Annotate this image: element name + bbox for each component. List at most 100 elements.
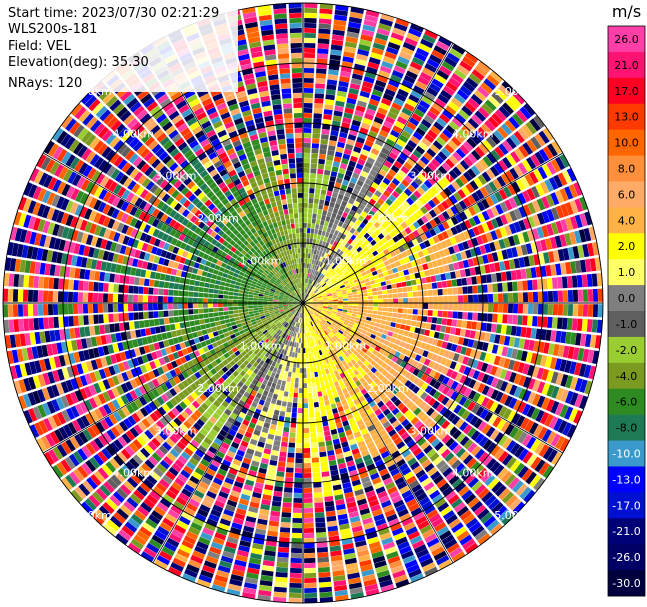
velocity-gate [337,209,344,216]
velocity-gate [409,273,416,280]
velocity-gate [277,546,290,553]
velocity-gate [316,277,321,283]
velocity-gate [307,268,311,274]
velocity-gate [306,372,311,378]
velocity-gate [310,269,314,275]
velocity-gate [486,208,495,219]
velocity-gate [312,213,317,219]
velocity-gate [378,23,392,32]
velocity-gate [533,115,545,129]
velocity-gate [307,284,311,289]
velocity-gate [291,537,302,543]
velocity-gate [320,290,326,294]
velocity-gate [285,381,291,387]
velocity-gate [495,203,504,215]
velocity-gate [304,288,307,294]
velocity-gate [474,146,485,158]
velocity-gate [509,95,522,108]
velocity-gate [424,202,433,212]
velocity-gate [323,430,331,437]
velocity-gate [527,303,533,315]
velocity-gate [464,121,476,133]
velocity-gate [477,174,487,186]
velocity-gate [303,522,314,528]
velocity-gate [310,442,318,448]
velocity-gate [367,228,374,236]
velocity-gate [505,271,512,281]
velocity-gate [355,105,366,113]
velocity-gate [485,196,495,207]
velocity-gate [324,288,330,292]
velocity-gate [377,185,385,194]
velocity-gate [363,299,368,303]
velocity-gate [304,3,318,9]
velocity-gate [331,39,344,46]
velocity-gate [317,48,329,55]
velocity-gate [364,71,377,79]
velocity-gate [306,357,310,363]
velocity-gate [535,183,545,197]
velocity-gate [387,269,394,275]
velocity-gate [389,37,403,46]
velocity-gate [383,120,394,129]
velocity-gate [392,288,398,294]
velocity-gate [458,303,463,311]
velocity-gate [402,287,408,293]
velocity-gate [286,376,291,382]
velocity-gate [434,98,447,109]
velocity-gate [470,134,481,145]
velocity-gate [412,221,421,229]
velocity-gate [437,213,446,223]
velocity-gate [490,323,497,333]
velocity-gate [269,387,275,394]
velocity-gate [437,233,445,242]
velocity-gate [372,291,378,296]
velocity-gate [309,268,312,274]
velocity-gate [312,123,322,129]
velocity-gate [440,147,451,158]
velocity-gate [409,193,418,203]
velocity-gate [433,296,438,303]
velocity-gate [317,163,325,170]
velocity-gate [383,142,393,151]
velocity-gate [520,326,527,338]
velocity-gate [442,109,454,120]
velocity-gate [317,278,322,284]
velocity-gate [505,325,512,335]
velocity-gate [401,251,408,258]
velocity-gate [389,250,397,258]
velocity-gate [416,209,424,218]
velocity-gate [419,71,433,82]
velocity-gate [303,263,305,268]
velocity-gate [324,286,329,291]
velocity-gate [291,412,297,418]
velocity-gate [466,137,477,149]
velocity-gate [311,294,316,298]
velocity-gate [374,229,381,236]
velocity-gate [482,313,488,322]
velocity-gate [314,497,324,503]
velocity-gate [396,156,406,165]
velocity-gate [303,98,313,104]
velocity-gate [377,290,383,295]
velocity-gate [309,412,315,418]
velocity-gate [502,314,508,324]
velocity-gate [329,59,341,66]
velocity-gate [303,413,309,418]
velocity-gate [316,53,329,60]
velocity-gate [303,448,311,453]
velocity-gate [372,310,378,315]
velocity-gate [383,248,390,256]
velocity-gate [455,177,465,188]
velocity-gate [313,249,317,255]
velocity-gate [398,270,405,277]
velocity-gate [354,141,364,149]
velocity-gate [303,527,315,533]
velocity-gate [362,166,371,174]
velocity-gate [378,303,383,307]
velocity-gate [373,299,378,303]
velocity-gate [280,406,287,412]
velocity-gate [577,304,583,317]
velocity-gate [451,180,461,191]
velocity-gate [308,397,314,403]
